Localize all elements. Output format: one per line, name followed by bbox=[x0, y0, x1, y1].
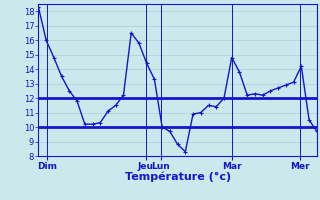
X-axis label: Température (°c): Température (°c) bbox=[124, 172, 231, 182]
